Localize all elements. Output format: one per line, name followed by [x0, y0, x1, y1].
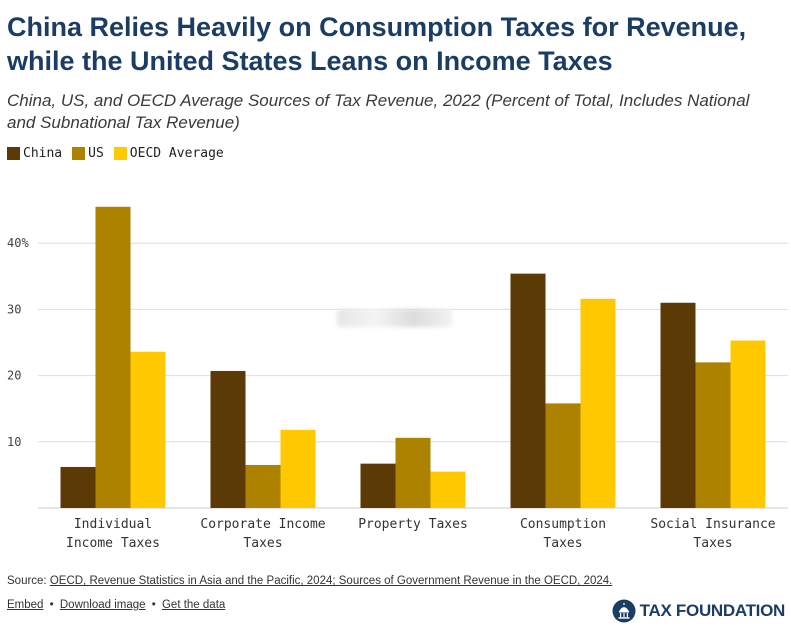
logo-text: TAX FOUNDATION — [639, 601, 786, 620]
y-tick-label: 20 — [7, 369, 21, 383]
separator: • — [49, 599, 54, 611]
bar-oecd-average — [580, 298, 616, 508]
y-tick-label: 40% — [7, 236, 29, 250]
get-data-link[interactable]: Get the data — [161, 599, 226, 611]
legend-item-oecd: OECD Average — [113, 146, 224, 161]
category-label: Taxes — [543, 536, 582, 551]
bar-china — [510, 273, 546, 508]
legend-label-us: US — [88, 146, 104, 161]
chart-title: China Relies Heavily on Consumption Taxe… — [7, 12, 747, 76]
source-prefix: Source: — [7, 575, 50, 587]
bar-oecd-average — [430, 471, 466, 508]
chart-subtitle: China, US, and OECD Average Sources of T… — [7, 91, 750, 132]
bar-china — [660, 302, 696, 508]
bar-oecd-average — [130, 351, 166, 508]
legend-swatch-us — [72, 147, 86, 160]
bar-china — [60, 466, 96, 508]
legend: China US OECD Average — [7, 146, 234, 161]
bar-oecd-average — [280, 429, 316, 508]
capitol-dome-icon — [612, 599, 636, 623]
bar-us — [545, 403, 581, 508]
blurred-watermark — [337, 309, 452, 327]
legend-item-us: US — [72, 146, 104, 161]
legend-swatch-oecd — [113, 147, 127, 160]
bar-oecd-average — [730, 340, 766, 508]
category-label: Income Taxes — [66, 536, 160, 551]
bar-chart: 10 20 30 40% Individual Income Taxes Corporate… — [7, 206, 788, 551]
category-label: Taxes — [693, 536, 732, 551]
y-tick-label: 30 — [7, 302, 21, 316]
legend-label-china: China — [23, 146, 63, 161]
embed-link[interactable]: Embed — [7, 599, 44, 611]
legend-swatch-china — [7, 147, 20, 160]
bar-china — [210, 370, 246, 508]
bar-us — [695, 362, 731, 508]
download-image-link[interactable]: Download image — [59, 599, 146, 611]
category-label: Consumption — [520, 517, 606, 532]
category-label: Property Taxes — [358, 517, 468, 532]
legend-label-oecd: OECD Average — [129, 146, 224, 161]
bar-us — [395, 437, 431, 508]
source-note: Source: OECD, Revenue Statistics in Asia… — [7, 575, 612, 587]
separator: • — [151, 599, 156, 611]
bar-china — [360, 463, 396, 508]
tax-foundation-logo[interactable]: TAX FOUNDATION — [612, 599, 785, 623]
category-label: Social Insurance — [650, 517, 775, 532]
category-label: Corporate Income — [200, 517, 325, 532]
category-label: Taxes — [243, 536, 282, 551]
bar-us — [95, 206, 131, 509]
y-tick-label: 10 — [7, 435, 21, 449]
bar-us — [245, 464, 281, 508]
source-link[interactable]: OECD, Revenue Statistics in Asia and the… — [49, 575, 613, 587]
legend-item-china: China — [7, 146, 62, 161]
footer-links: Embed • Download image • Get the data — [7, 599, 225, 611]
category-label: Individual — [74, 517, 152, 532]
